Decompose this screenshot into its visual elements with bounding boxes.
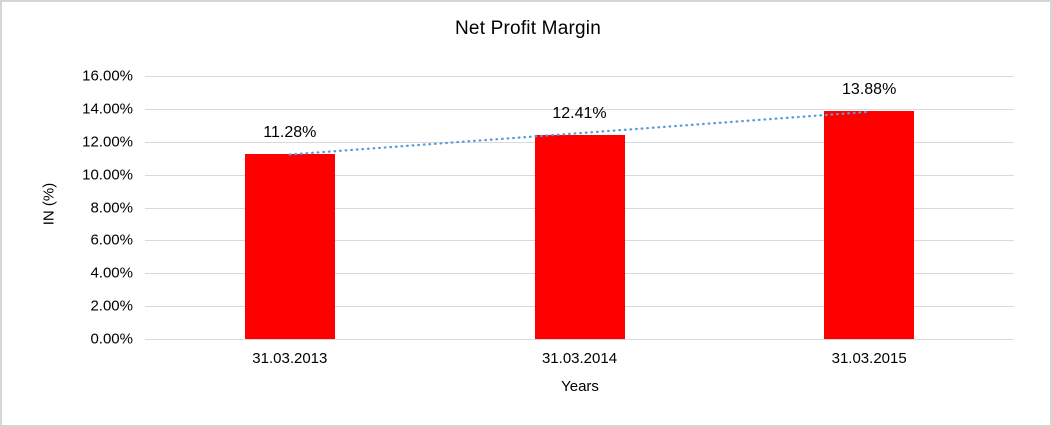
y-tick-label: 6.00%	[90, 231, 133, 249]
y-tick-label: 10.00%	[82, 166, 133, 184]
x-tick-label: 31.03.2014	[541, 350, 618, 367]
bar-31.03.2014	[534, 135, 625, 339]
y-tick-label: 16.00%	[82, 67, 133, 85]
y-tick-label: 4.00%	[90, 264, 133, 282]
x-tick-label: 31.03.2015	[831, 350, 907, 367]
chart-title: Net Profit Margin	[455, 18, 601, 39]
data-label: 13.88%	[842, 80, 897, 98]
x-tick-label: 31.03.2013	[252, 350, 328, 367]
gridline	[145, 108, 1014, 110]
gridline	[145, 339, 1014, 340]
y-tick-label: 8.00%	[90, 199, 133, 216]
y-axis-title: IN (%)	[40, 182, 58, 226]
y-tick-label: 0.00%	[90, 330, 133, 348]
data-label: 12.41%	[552, 105, 607, 122]
gridline	[145, 76, 1014, 77]
bar-31.03.2015	[824, 110, 915, 339]
y-tick-label: 2.00%	[90, 297, 133, 315]
y-tick-label: 12.00%	[82, 133, 133, 151]
x-axis-title: Years	[561, 378, 599, 395]
y-tick-label: 14.00%	[82, 100, 133, 118]
data-label: 11.28%	[263, 123, 317, 141]
bar-31.03.2013	[244, 153, 335, 339]
